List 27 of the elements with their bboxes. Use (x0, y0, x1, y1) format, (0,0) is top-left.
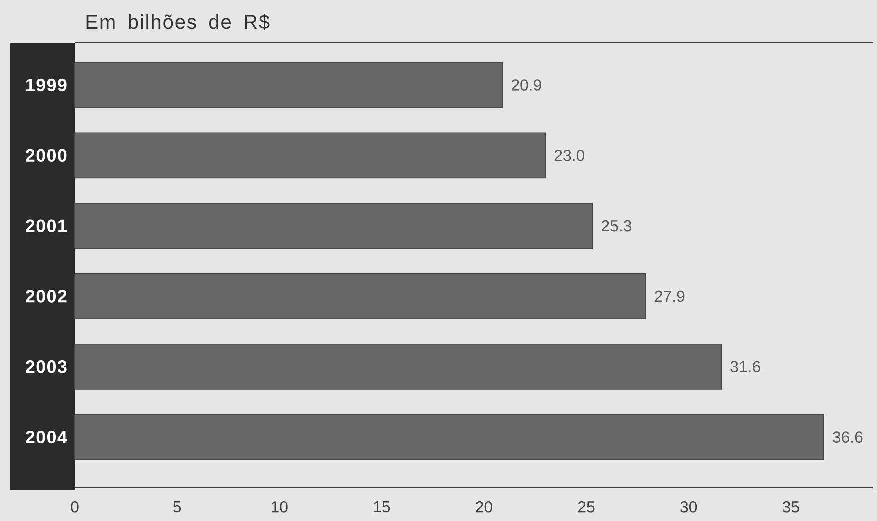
y-tick-label: 2002 (26, 290, 67, 303)
data-label: 23.0 (554, 150, 585, 162)
data-label: 31.6 (730, 361, 760, 373)
bar (74, 203, 594, 250)
x-tick-label: 10 (272, 502, 288, 513)
x-tick-label: 0 (71, 502, 79, 513)
y-tick-label: 2004 (26, 430, 68, 444)
data-label: 25.3 (602, 220, 632, 232)
data-label: 20.9 (512, 80, 542, 91)
x-tick-label: 15 (374, 502, 390, 513)
y-tick-label: 2001 (26, 220, 67, 232)
bar (74, 62, 504, 108)
y-tick-label: 2003 (26, 360, 67, 374)
bar (74, 132, 546, 179)
x-tick-label: 5 (174, 502, 182, 513)
chart-title: Em bilhões de R$ (86, 14, 270, 30)
x-tick-label: 25 (578, 502, 595, 513)
x-tick-label: 35 (782, 502, 800, 513)
bar (74, 274, 646, 320)
x-tick-label: 20 (476, 502, 492, 513)
y-tick-label: 1999 (26, 78, 67, 92)
bar (74, 414, 824, 460)
bar (74, 344, 722, 390)
y-tick-label: 2000 (26, 149, 67, 162)
data-label: 27.9 (655, 290, 685, 302)
x-tick-label: 30 (680, 502, 698, 513)
data-label: 36.6 (833, 432, 863, 443)
